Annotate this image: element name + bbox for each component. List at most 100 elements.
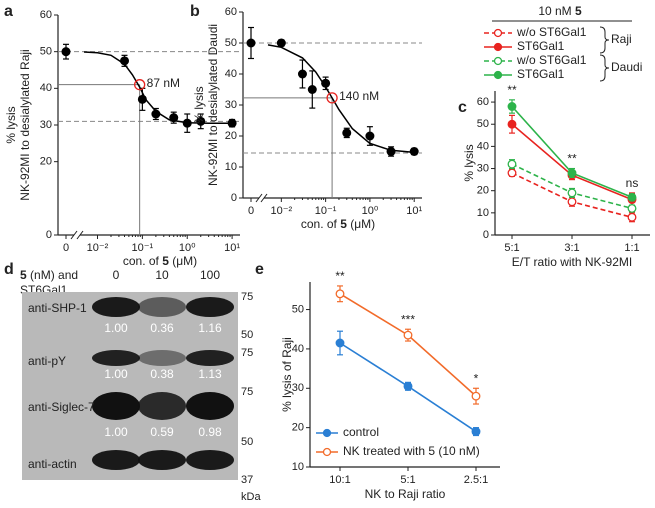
group-brace	[599, 54, 610, 82]
x-axis-label: con. of 5 (μM)	[301, 217, 375, 231]
legend-label: control	[343, 425, 379, 439]
panel-label: b	[190, 3, 200, 20]
x-tick-label: 10¹	[406, 205, 422, 217]
row-label: anti-pY	[28, 354, 66, 368]
y-tick-label: 30	[225, 99, 237, 111]
condition-part: (nM) and	[27, 268, 78, 282]
significance: *	[474, 371, 479, 385]
data-point	[335, 338, 345, 348]
x-axis-label-part: (μM)	[169, 254, 197, 268]
x-axis-label-part: 5	[340, 217, 347, 231]
x-tick-label: 1:1	[624, 242, 639, 254]
x-tick-label: 0	[248, 205, 254, 217]
band	[138, 392, 186, 420]
band	[92, 392, 140, 420]
panel-label: d	[4, 261, 14, 278]
significance: ***	[401, 312, 415, 326]
band	[138, 350, 186, 366]
data-point	[365, 131, 375, 141]
y-tick-label: 40	[225, 68, 237, 80]
data-point	[627, 212, 637, 222]
x-tick-label: 10:1	[329, 474, 350, 486]
lane-label: 100	[200, 268, 220, 282]
legend-label: w/o ST6Gal1	[516, 25, 587, 39]
significance: **	[335, 269, 345, 283]
band	[186, 392, 234, 420]
legend-label: ST6Gal1	[517, 67, 565, 81]
x-tick-label: 10⁻¹	[132, 242, 154, 254]
axis-break	[70, 230, 78, 240]
quantification: 1.00	[104, 321, 128, 335]
data-point	[196, 116, 206, 126]
band	[92, 350, 140, 366]
band	[138, 297, 186, 317]
y-axis-label: % lysis	[192, 86, 206, 123]
x-axis-label: E/T ratio with NK-92MI	[512, 255, 632, 269]
quantification: 0.36	[150, 321, 174, 335]
y-tick-label: 50	[225, 37, 237, 49]
y-tick-label: 0	[231, 192, 237, 204]
band	[186, 350, 234, 366]
x-tick-label: 10⁻²	[87, 242, 109, 254]
legend-marker	[493, 42, 503, 52]
legend-marker	[322, 447, 332, 457]
y-tick-label: 60	[477, 96, 489, 108]
compound: 5	[20, 268, 27, 282]
y-axis-label: % lysis	[462, 144, 476, 181]
band	[186, 450, 234, 470]
data-point	[471, 391, 481, 401]
mw-marker: 75	[241, 347, 253, 359]
y-tick-label: 30	[477, 162, 489, 174]
y-tick-label: 0	[483, 229, 489, 241]
y-tick-label: 20	[40, 156, 52, 168]
significance: ns	[626, 176, 639, 190]
x-tick-label: 10¹	[224, 242, 240, 254]
quantification: 0.98	[198, 425, 222, 439]
x-tick-label: 10⁻²	[270, 205, 292, 217]
x-tick-label: 5:1	[400, 474, 415, 486]
y-axis-label: NK-92MI to desialylated Daudi	[206, 24, 220, 186]
y-tick-label: 50	[40, 46, 52, 58]
data-point	[137, 94, 147, 104]
data-point	[182, 118, 192, 128]
series-line	[339, 293, 477, 397]
quantification: 1.16	[198, 321, 222, 335]
y-tick-label: 10	[477, 207, 489, 219]
legend-title-part: 10 nM	[538, 4, 575, 18]
panel-label: c	[458, 99, 467, 116]
band	[92, 297, 140, 317]
x-tick-label: 0	[63, 242, 69, 254]
y-tick-label: 50	[292, 303, 304, 315]
mw-unit: kDa	[241, 491, 261, 503]
data-point	[276, 38, 286, 48]
data-point	[627, 203, 637, 213]
x-axis-label-part: (μM)	[347, 217, 375, 231]
legend-marker	[493, 56, 503, 66]
group-label: Raji	[611, 32, 632, 46]
legend-title: 10 nM 5	[538, 4, 582, 18]
x-axis-label-part: con. of	[301, 217, 340, 231]
panel-label: e	[255, 261, 264, 278]
y-tick-label: 50	[477, 118, 489, 130]
y-tick-label: 40	[477, 140, 489, 152]
data-point	[507, 168, 517, 178]
legend-marker	[493, 70, 503, 80]
legend-marker	[322, 428, 332, 438]
data-point	[227, 118, 237, 128]
quantification: 0.59	[150, 425, 174, 439]
y-tick-label: 60	[40, 9, 52, 21]
y-tick-label: 20	[225, 130, 237, 142]
data-point	[61, 47, 71, 57]
mw-marker: 75	[241, 291, 253, 303]
y-tick-label: 60	[225, 6, 237, 18]
x-tick-label: 5:1	[504, 242, 519, 254]
data-point	[627, 192, 637, 202]
legend-label: w/o ST6Gal1	[516, 53, 587, 67]
data-point	[403, 330, 413, 340]
y-tick-label: 20	[477, 185, 489, 197]
y-tick-label: 30	[40, 119, 52, 131]
data-point	[403, 381, 413, 391]
data-point	[335, 289, 345, 299]
x-axis-label-part: con. of	[123, 254, 162, 268]
